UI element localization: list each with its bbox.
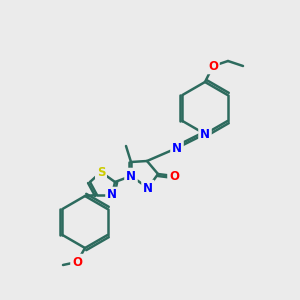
Text: N: N xyxy=(172,142,182,154)
Text: N: N xyxy=(200,128,210,140)
Text: N: N xyxy=(126,169,136,182)
Text: S: S xyxy=(97,166,105,178)
Text: N: N xyxy=(143,182,153,194)
Text: O: O xyxy=(72,256,82,268)
Text: O: O xyxy=(208,59,218,73)
Text: O: O xyxy=(169,169,179,182)
Text: N: N xyxy=(107,188,117,202)
